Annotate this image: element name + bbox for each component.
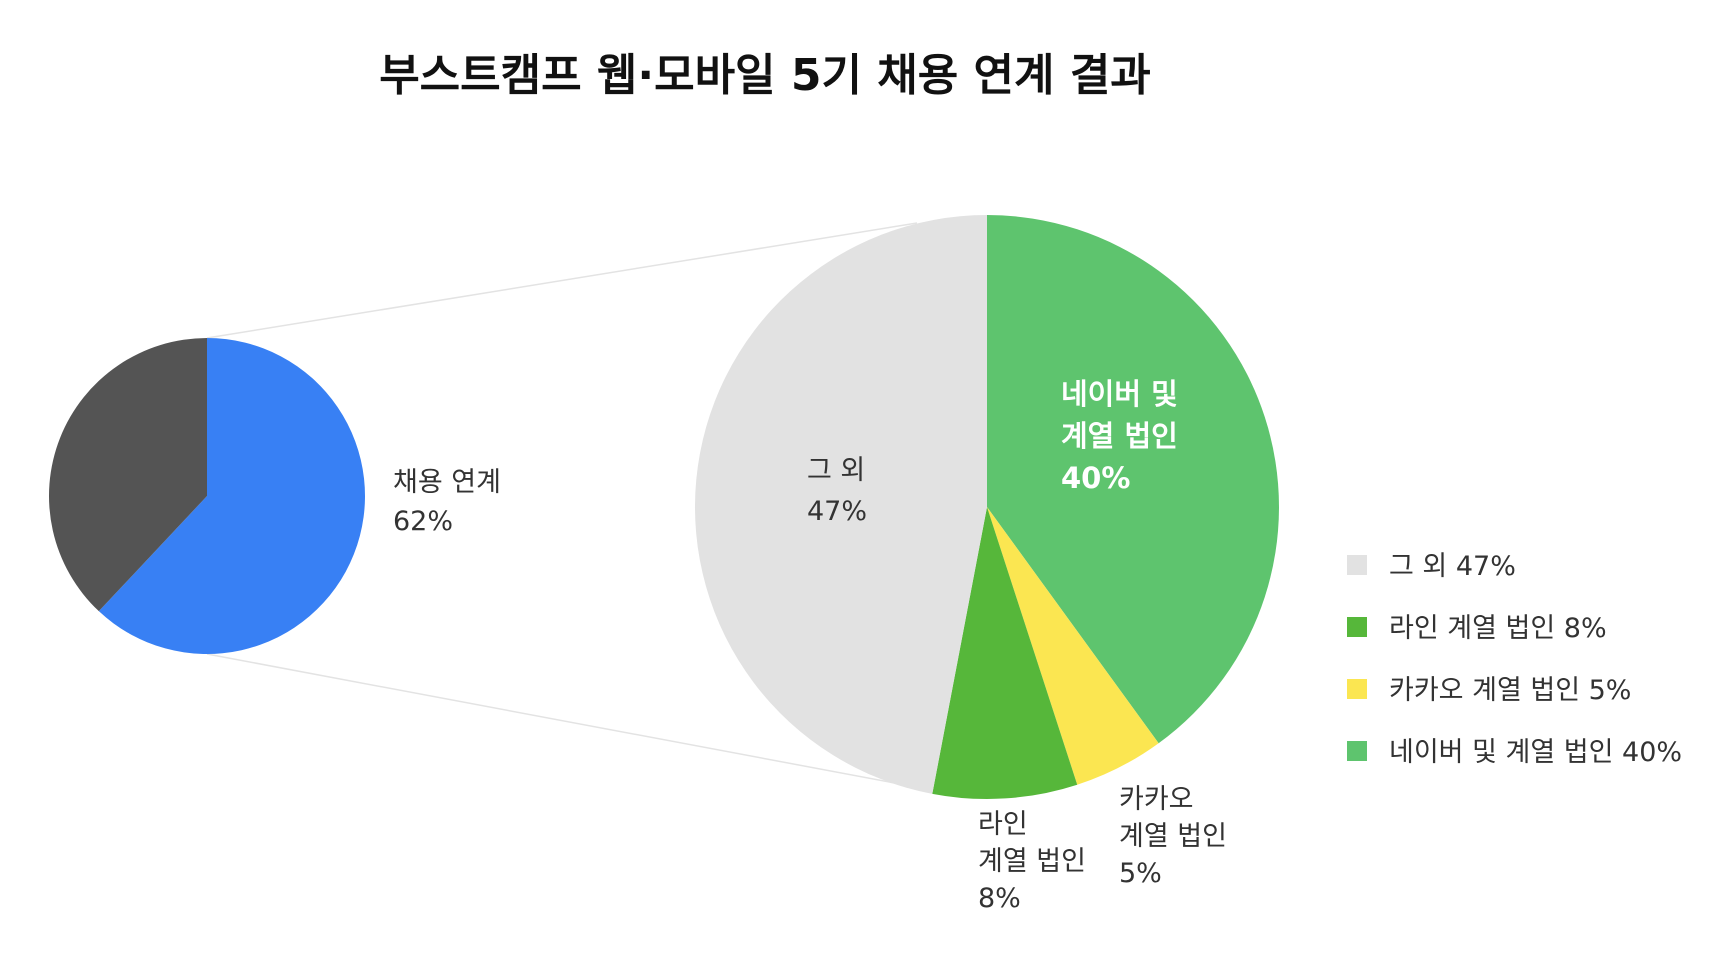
- legend-label-0: 그 외 47%: [1389, 551, 1516, 582]
- data-labels: 채용 연계 62% 네이버 및 계열 법인 40% 카카오 계열 법인 5% 라인 계열 법인 8%…: [393, 377, 1227, 914]
- legend-swatch-2: [1347, 679, 1367, 699]
- data-label-1-0: 네이버 및 계열 법인 40%: [1061, 377, 1178, 495]
- data-label-0-0: 채용 연계 62%: [393, 467, 501, 537]
- main-pie: [48, 338, 365, 654]
- legend-item-1: 라인 계열 법인 8%: [1347, 613, 1607, 644]
- legend-item-3: 네이버 및 계열 법인 40%: [1347, 737, 1682, 768]
- legend-item-0: 그 외 47%: [1347, 551, 1516, 582]
- breakdown-pie-slice-1: [987, 507, 1159, 785]
- data-label-1-1: 카카오 계열 법인 5%: [1119, 784, 1227, 889]
- legend-label-1: 라인 계열 법인 8%: [1389, 613, 1607, 644]
- legend-swatch-3: [1347, 741, 1367, 761]
- legend-swatch-1: [1347, 617, 1367, 637]
- data-label-1-3: 그 외 47%: [807, 455, 867, 527]
- main-pie-slice-1: [48, 338, 207, 612]
- data-label-1-2: 라인 계열 법인 8%: [978, 809, 1086, 914]
- chart-title: 부스트캠프 웹·모바일 5기 채용 연계 결과: [379, 50, 1151, 101]
- connector-line-top: [206, 222, 918, 339]
- breakdown-pie-slice-0: [987, 215, 1279, 744]
- main-pie-slice-0: [98, 338, 365, 654]
- legend-item-2: 카카오 계열 법인 5%: [1347, 675, 1631, 706]
- breakdown-pie-slice-3: [694, 214, 987, 794]
- legend-label-2: 카카오 계열 법인 5%: [1389, 675, 1631, 706]
- connector-line-bottom: [206, 653, 933, 791]
- legend-swatch-0: [1347, 555, 1367, 575]
- connector-lines: [206, 222, 933, 791]
- breakdown-pie: [694, 214, 1279, 800]
- legend-label-3: 네이버 및 계열 법인 40%: [1389, 737, 1682, 768]
- legend: 그 외 47% 라인 계열 법인 8% 카카오 계열 법인 5% 네이버 및 계열 법…: [1347, 551, 1682, 768]
- breakdown-pie-slice-2: [932, 507, 1078, 800]
